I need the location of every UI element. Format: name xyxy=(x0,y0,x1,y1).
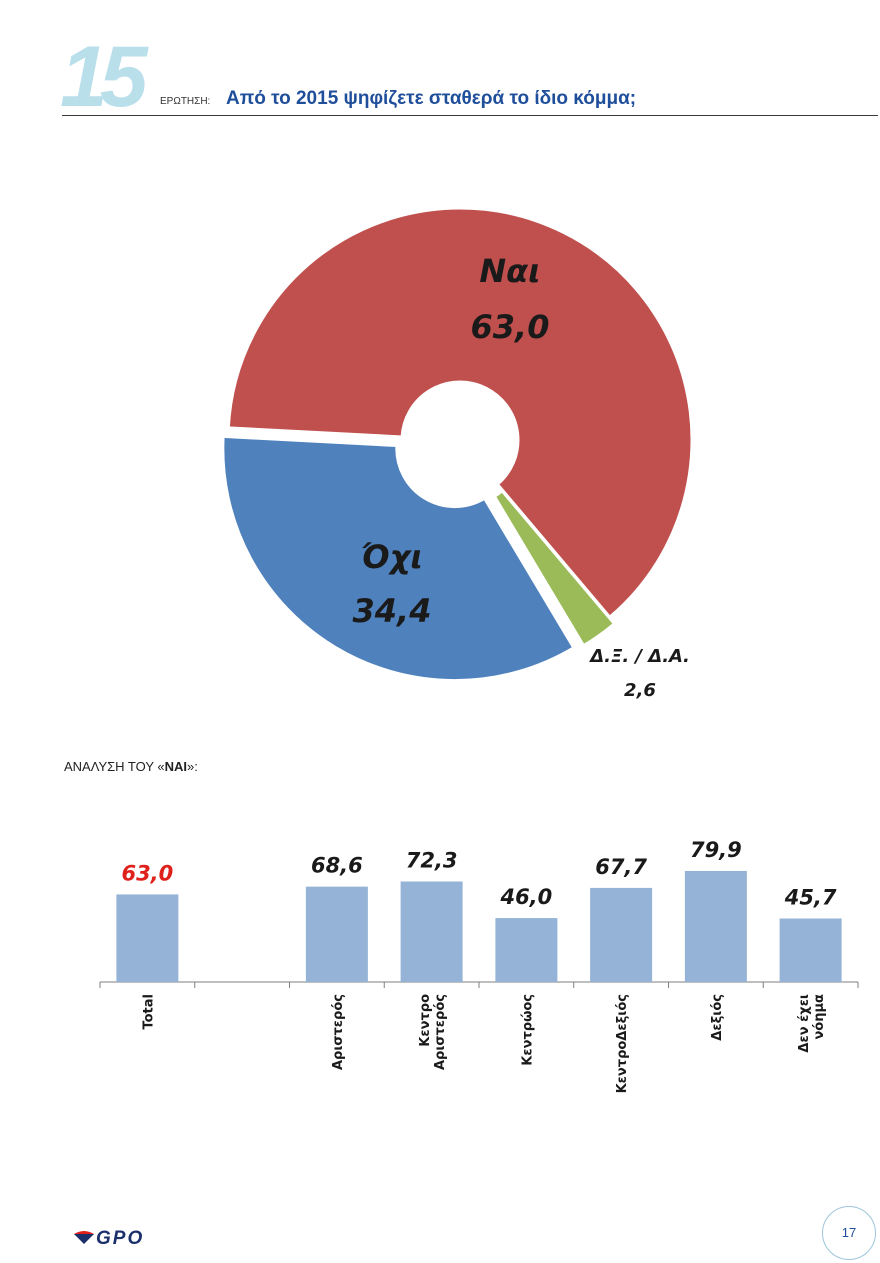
bar-value-label: 79,9 xyxy=(690,838,742,862)
bar xyxy=(400,881,463,982)
category-label: Total xyxy=(141,994,156,1030)
question-number: 15 xyxy=(60,29,148,125)
question-title: Από το 2015 ψηφίζετε σταθερά το ίδιο κόμ… xyxy=(226,88,637,109)
page-header: 15 ΕΡΩΤΗΣΗ: Από το 2015 ψηφίζετε σταθερά… xyxy=(60,29,878,125)
pie-slice-value: 2,6 xyxy=(624,680,656,701)
analysis-suffix: »: xyxy=(187,759,198,774)
question-label: ΕΡΩΤΗΣΗ: xyxy=(160,96,211,107)
analysis-bold: ΝΑΙ xyxy=(164,759,187,774)
bar xyxy=(495,918,558,982)
bar-value-label: 46,0 xyxy=(499,885,552,909)
bar xyxy=(305,886,368,982)
pie-slice-label: Ναι xyxy=(479,252,540,290)
bar-value-label: 67,7 xyxy=(595,855,647,879)
gpo-logo-text: GPO xyxy=(96,1228,145,1249)
bar xyxy=(116,894,179,982)
analysis-heading: ΑΝΑΛΥΣΗ ΤΟΥ «ΝΑΙ»: xyxy=(64,759,198,774)
bar xyxy=(590,887,653,982)
pie-slice-label: Δ.Ξ. / Δ.Α. xyxy=(588,646,690,667)
category-label: Δεξιός xyxy=(710,994,725,1041)
bar xyxy=(684,870,747,982)
page-number: 17 xyxy=(822,1206,876,1260)
pie-slice-value: 63,0 xyxy=(471,308,550,346)
category-label: Αριστερός xyxy=(433,994,448,1070)
bar-value-label: 63,0 xyxy=(121,861,173,885)
pie-slice xyxy=(492,488,617,648)
category-label: νόημα xyxy=(812,994,827,1040)
category-label: Αριστερός xyxy=(331,994,346,1070)
category-label: Κεντρώος xyxy=(520,994,535,1066)
category-label: ΚεντροΔεξιός xyxy=(615,994,630,1093)
bar-value-label: 45,7 xyxy=(784,885,837,909)
gpo-logo-icon xyxy=(74,1231,94,1244)
pie-slice-value: 34,4 xyxy=(353,592,432,630)
donut-chart: Ναι 63,0 Δ.Ξ. / Δ.Α. 2,6 Όχι 34,4 xyxy=(221,206,694,701)
header-rule xyxy=(62,115,878,116)
analysis-prefix: ΑΝΑΛΥΣΗ ΤΟΥ « xyxy=(64,759,165,774)
bar xyxy=(779,918,842,982)
pie-slice xyxy=(226,206,694,620)
bar-value-label: 72,3 xyxy=(406,849,458,873)
pie-slice-label: Όχι xyxy=(361,538,423,576)
bar-value-label: 68,6 xyxy=(311,854,363,878)
category-label: Δεν έχει xyxy=(797,994,812,1053)
category-label: Κεντρο xyxy=(418,994,433,1047)
pie-slice xyxy=(221,434,576,683)
